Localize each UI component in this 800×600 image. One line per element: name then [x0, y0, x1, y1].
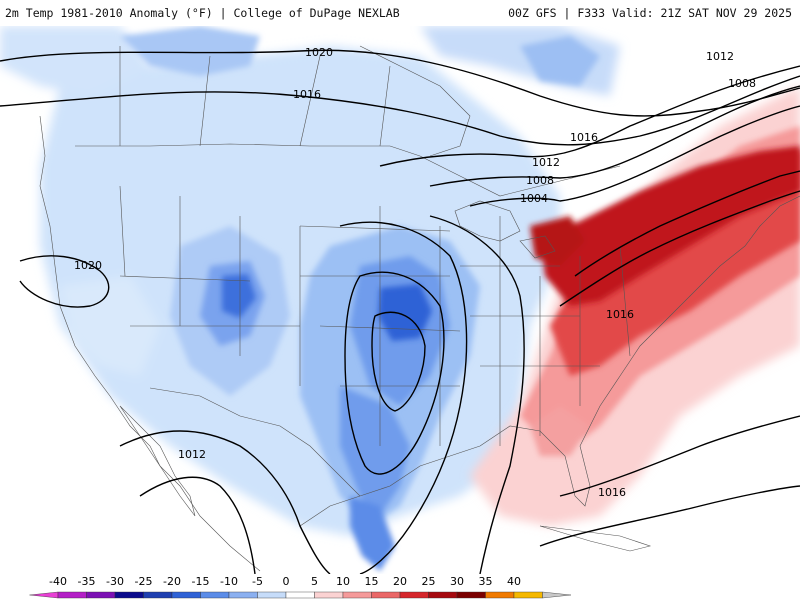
isobar-label: 1012 [532, 156, 560, 169]
cold-region-strong-texas [340, 386, 410, 516]
us-mexico-border [149, 387, 361, 497]
cold-region-moderate-canada [120, 26, 260, 76]
colorbar-tick-labels: -40 -35 -30 -25 -20 -15 -10 -5 0 5 10 15 20 25 30 35 40 [49, 575, 521, 588]
colorbar-tick-label: -10 [220, 575, 238, 588]
isobar-1008-east-coast [574, 170, 800, 277]
colorbar-swatch [171, 591, 201, 599]
isobar-1004-low [469, 105, 800, 207]
colorbar-tick-label: 40 [507, 575, 521, 588]
isobar-label: 1016 [606, 308, 634, 321]
colorbar-swatch [485, 591, 515, 599]
model-run-valid-time: 00Z GFS | F333 Valid: 21Z SAT NOV 29 202… [508, 6, 792, 20]
cuba [539, 525, 652, 552]
colorbar-tick-label: -30 [106, 575, 124, 588]
colorbar-tick-label: -20 [163, 575, 181, 588]
warm-region-core [540, 146, 800, 306]
colorbar-tick-label: 25 [422, 575, 436, 588]
cold-region-strong-gulf-coast [350, 496, 395, 571]
isobar-1016-southwest [119, 430, 331, 574]
colorbar-swatch [86, 591, 116, 599]
warm-region-moderate-coast [530, 406, 590, 456]
colorbar-swatch [399, 591, 429, 599]
pacific-coastline [39, 115, 261, 572]
warm-region-core-lakes [530, 216, 585, 266]
isobar-labels: 1020 1016 1012 1008 1016 1012 1008 1004 … [74, 46, 756, 499]
colorbar-swatch [257, 591, 287, 599]
map-title: 2m Temp 1981-2010 Anomaly (°F) | College… [5, 6, 400, 20]
colorbar-swatch [542, 591, 572, 599]
colorbar-tick-label: 15 [365, 575, 379, 588]
isobar-label: 1016 [293, 88, 321, 101]
isobar-label: 1008 [728, 77, 756, 90]
colorbar-swatch [285, 591, 315, 599]
colorbar-tick-label: -5 [252, 575, 263, 588]
colorbar-tick-label: 35 [479, 575, 493, 588]
isobar-label: 1012 [178, 448, 206, 461]
isobar-label: 1016 [570, 131, 598, 144]
isobar-1016-north [0, 75, 800, 146]
isobar-1016-interior [429, 215, 525, 574]
isobar-label: 1004 [520, 192, 548, 205]
cold-region-core-colorado [222, 274, 256, 318]
colorbar-tick-label: -40 [49, 575, 67, 588]
colorbar-swatch [143, 591, 173, 599]
colorbar-swatch [456, 591, 486, 599]
colorbar-swatch [513, 591, 543, 599]
colorbar-swatch [228, 591, 258, 599]
isobar-1020-north [0, 49, 800, 117]
colorbar-swatch [342, 591, 372, 599]
colorbar-tick-label: -15 [192, 575, 210, 588]
cold-region-light-west [60, 276, 160, 376]
colorbar-swatch [57, 591, 87, 599]
hudson-bay-shore [359, 45, 471, 157]
isobar-label: 1008 [526, 174, 554, 187]
colorbar-tick-label: 5 [311, 575, 318, 588]
colorbar-swatches [29, 591, 572, 599]
isobar-1020-west [19, 255, 110, 308]
us-canada-border [75, 143, 621, 197]
isobar-1012-ridge [379, 65, 800, 167]
isobar-1028-high [371, 311, 426, 412]
isobar-1020-high [339, 221, 468, 574]
cold-region-north-pacific [0, 26, 150, 96]
isobar-1024-high [344, 271, 445, 475]
state-lines-west [119, 185, 301, 386]
colorbar-swatch [371, 591, 401, 599]
isobar-1012-east-coast [559, 190, 800, 307]
isobar-label: 1020 [305, 46, 333, 59]
gulf-coastline [299, 425, 591, 527]
isobar-1016-atlantic-south [539, 485, 800, 547]
anomaly-map: 1020 1016 1012 1008 1016 1012 1008 1004 … [0, 26, 800, 574]
atlantic-coastline [579, 195, 800, 447]
colorbar-tick-label: 0 [283, 575, 290, 588]
colorbar-swatch [29, 591, 59, 599]
colorbar-tick-label: 30 [450, 575, 464, 588]
colorbar-tick-label: -35 [78, 575, 96, 588]
isobar-1008-ridge [429, 85, 800, 187]
isobar-1012-southwest [139, 476, 256, 574]
colorbar-swatch [200, 591, 230, 599]
colorbar-tick-label: 20 [393, 575, 407, 588]
isobar-label: 1012 [706, 50, 734, 63]
colorbar-tick-label: -25 [135, 575, 153, 588]
colorbar: -40 -35 -30 -25 -20 -15 -10 -5 0 5 10 15 20 25 30 35 40 [29, 575, 572, 599]
state-lines-east [460, 216, 631, 446]
isobar-label: 1016 [598, 486, 626, 499]
colorbar-swatch [114, 591, 144, 599]
colorbar-swatch [428, 591, 458, 599]
colorbar-swatch [314, 591, 344, 599]
pressure-isobars [0, 49, 800, 574]
isobar-1016-atlantic [559, 415, 800, 497]
cold-region-moderate-quebec [520, 36, 600, 86]
baja-peninsula [119, 405, 196, 517]
state-lines-central [299, 206, 461, 446]
isobar-label: 1020 [74, 259, 102, 272]
colorbar-tick-label: 10 [336, 575, 350, 588]
warm-anomaly-shading [470, 86, 800, 526]
